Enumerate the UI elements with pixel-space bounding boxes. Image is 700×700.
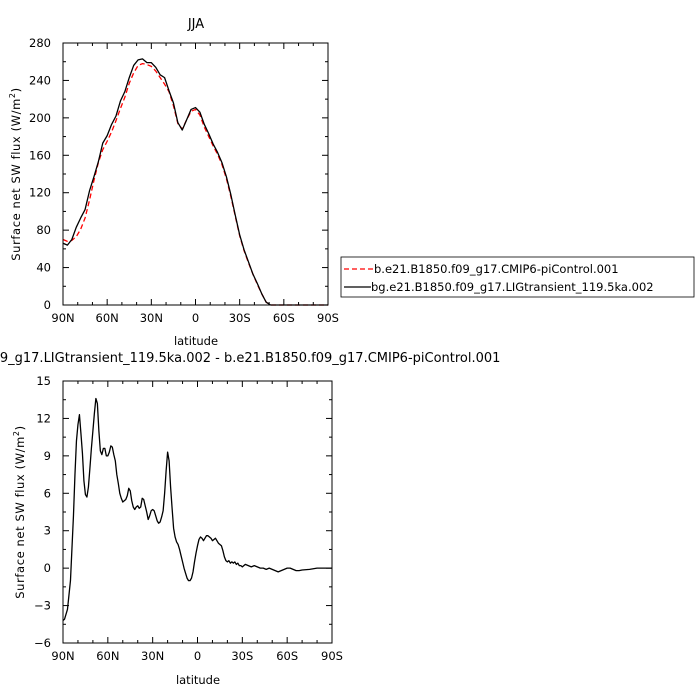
panel-bottom-ylabel: Surface net SW flux (W/m2)	[12, 425, 27, 598]
panel-bottom-ytick-label-0: −6	[34, 636, 51, 650]
legend: b.e21.B1850.f09_g17.CMIP6-piControl.001 …	[340, 256, 695, 298]
panel-top-series-line-0	[62, 62, 328, 306]
legend-box	[340, 256, 695, 298]
panel-bottom-series-layer	[62, 397, 332, 622]
panel-top-xtick-label-6: 90S	[317, 311, 339, 325]
panel-top-xtick-label-0: 90N	[51, 311, 74, 325]
panel-bottom-plot-frame	[62, 380, 333, 644]
panel-top-xlabel: latitude	[174, 334, 218, 348]
panel-bottom-xtick-label-5: 60S	[276, 649, 298, 663]
panel-bottom-ytick-label-6: 12	[36, 411, 51, 425]
panel-top-xtick-label-5: 60S	[273, 311, 295, 325]
panel-bottom-ytick-label-3: 3	[44, 524, 51, 538]
panel-top-xtick-label-1: 60N	[96, 311, 119, 325]
panel-top-ylabel: Surface net SW flux (W/m2)	[8, 87, 23, 260]
panel-top-ylabel-sup: 2	[8, 92, 17, 98]
panel-top-ytick-label-1: 40	[36, 261, 51, 275]
panel-top-ytick-label-7: 280	[29, 36, 51, 50]
panel-top-ylabel-end: )	[9, 87, 23, 92]
panel-top-title: JJA	[187, 17, 204, 32]
panel-top-series-layer	[62, 58, 328, 306]
panel-bottom-ylabel-end: )	[13, 425, 27, 430]
panel-bottom-xtick-label-1: 60N	[96, 649, 119, 663]
panel-bottom: bg.e21.B1850.f09_g17.LIGtransient_119.5k…	[0, 351, 500, 687]
panel-bottom-xlabel: latitude	[176, 673, 220, 687]
panel-top-xtick-label-4: 30S	[229, 311, 251, 325]
panel-bottom-ticks: 90N 60N 30N 0 30S 60S 90S −6 −3 0 3 6 9 12 15	[34, 374, 343, 663]
legend-label-LIGtransient: bg.e21.B1850.f09_g17.LIGtransient_119.5k…	[371, 280, 654, 294]
panel-bottom-plot: 90N 60N 30N 0 30S 60S 90S −6 −3 0 3 6 9 12 15	[34, 374, 343, 663]
panel-top-ytick-label-0: 0	[44, 298, 51, 312]
panel-bottom-ytick-label-7: 15	[36, 374, 51, 388]
panel-top-ticks: 90N 60N 30N 0 30S 60S 90S 0 40 80 120 160 200 240 280	[29, 36, 339, 325]
panel-top-ytick-label-3: 120	[29, 186, 51, 200]
panel-top-ytick-label-2: 80	[36, 223, 51, 237]
panel-top-xtick-label-3: 0	[192, 311, 199, 325]
panel-top-series-line-1	[62, 58, 328, 306]
panel-top-gridless-plot: 90N 60N 30N 0 30S 60S 90S 0 40 80 120 160 200 240 280	[29, 36, 339, 325]
legend-label-piControl: b.e21.B1850.f09_g17.CMIP6-piControl.001	[374, 262, 619, 276]
panel-bottom-xtick-label-4: 30S	[231, 649, 253, 663]
panel-top-plot-frame	[62, 42, 329, 306]
panel-bottom-xtick-label-0: 90N	[51, 649, 74, 663]
panel-bottom-title: bg.e21.B1850.f09_g17.LIGtransient_119.5k…	[0, 351, 500, 366]
panel-top-ytick-label-6: 240	[29, 73, 51, 87]
panel-top-ytick-label-4: 160	[29, 148, 51, 162]
panel-bottom-xtick-label-2: 30N	[141, 649, 164, 663]
panel-bottom-xtick-label-3: 0	[194, 649, 201, 663]
panel-bottom-series-line-0	[62, 397, 332, 622]
panel-top-ytick-label-5: 200	[29, 111, 51, 125]
panel-bottom-ylabel-sup: 2	[12, 430, 21, 436]
panel-bottom-ytick-label-1: −3	[34, 599, 51, 613]
panel-bottom-ytick-label-2: 0	[44, 561, 51, 575]
panel-bottom-ytick-label-4: 6	[44, 486, 51, 500]
panel-top-ylabel-main: Surface net SW flux (W/m	[9, 98, 23, 261]
panel-bottom-ylabel-main: Surface net SW flux (W/m	[13, 436, 27, 599]
panel-bottom-ytick-label-5: 9	[44, 449, 51, 463]
panel-top-xtick-label-2: 30N	[140, 311, 163, 325]
panel-bottom-xtick-label-6: 90S	[321, 649, 343, 663]
panel-top: JJA 90N 60N 30N 0 30S 60S 90S 0 40 80 120 160 200 240…	[8, 17, 339, 348]
